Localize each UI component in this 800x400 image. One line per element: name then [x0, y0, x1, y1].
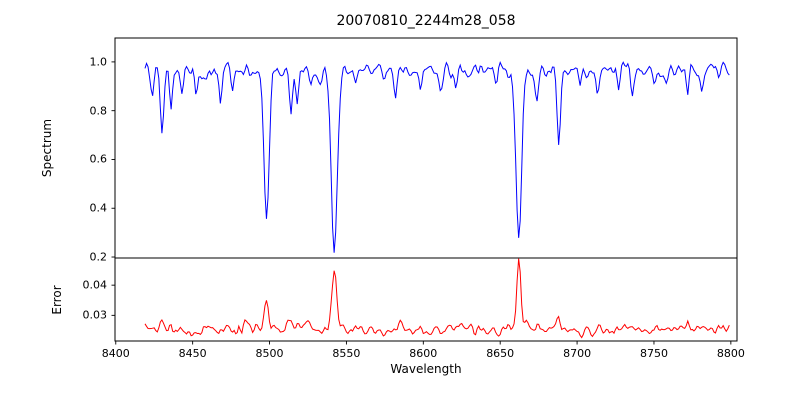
chart-title: 20070810_2244m28_058 [336, 13, 516, 29]
x-tick-label: 8600 [409, 347, 438, 360]
x-tick-label: 8550 [332, 347, 361, 360]
x-tick-label: 8500 [255, 347, 284, 360]
x-tick-label: 8650 [486, 347, 515, 360]
y-tick-label: 0.8 [89, 104, 108, 118]
error-panel-border [114, 257, 738, 342]
x-axis-label: Wavelength [390, 362, 462, 376]
x-tick-label: 8750 [639, 347, 668, 360]
y-tick-label: 0.4 [89, 201, 108, 215]
y-tick-label: 0.03 [82, 308, 108, 322]
error-series [144, 258, 730, 339]
x-tick-label: 8800 [716, 347, 745, 360]
y-tick-label: 0.2 [89, 250, 108, 264]
spectrum-panel-border [114, 37, 738, 259]
y-tick-label: 0.04 [82, 278, 108, 292]
y-tick-label: 1.0 [89, 55, 108, 69]
x-tick-label: 8450 [178, 347, 207, 360]
y-tick-label: 0.6 [89, 152, 108, 166]
x-tick-label: 8400 [101, 347, 130, 360]
x-tick-label: 8700 [563, 347, 592, 360]
spectrum-series [144, 61, 730, 253]
